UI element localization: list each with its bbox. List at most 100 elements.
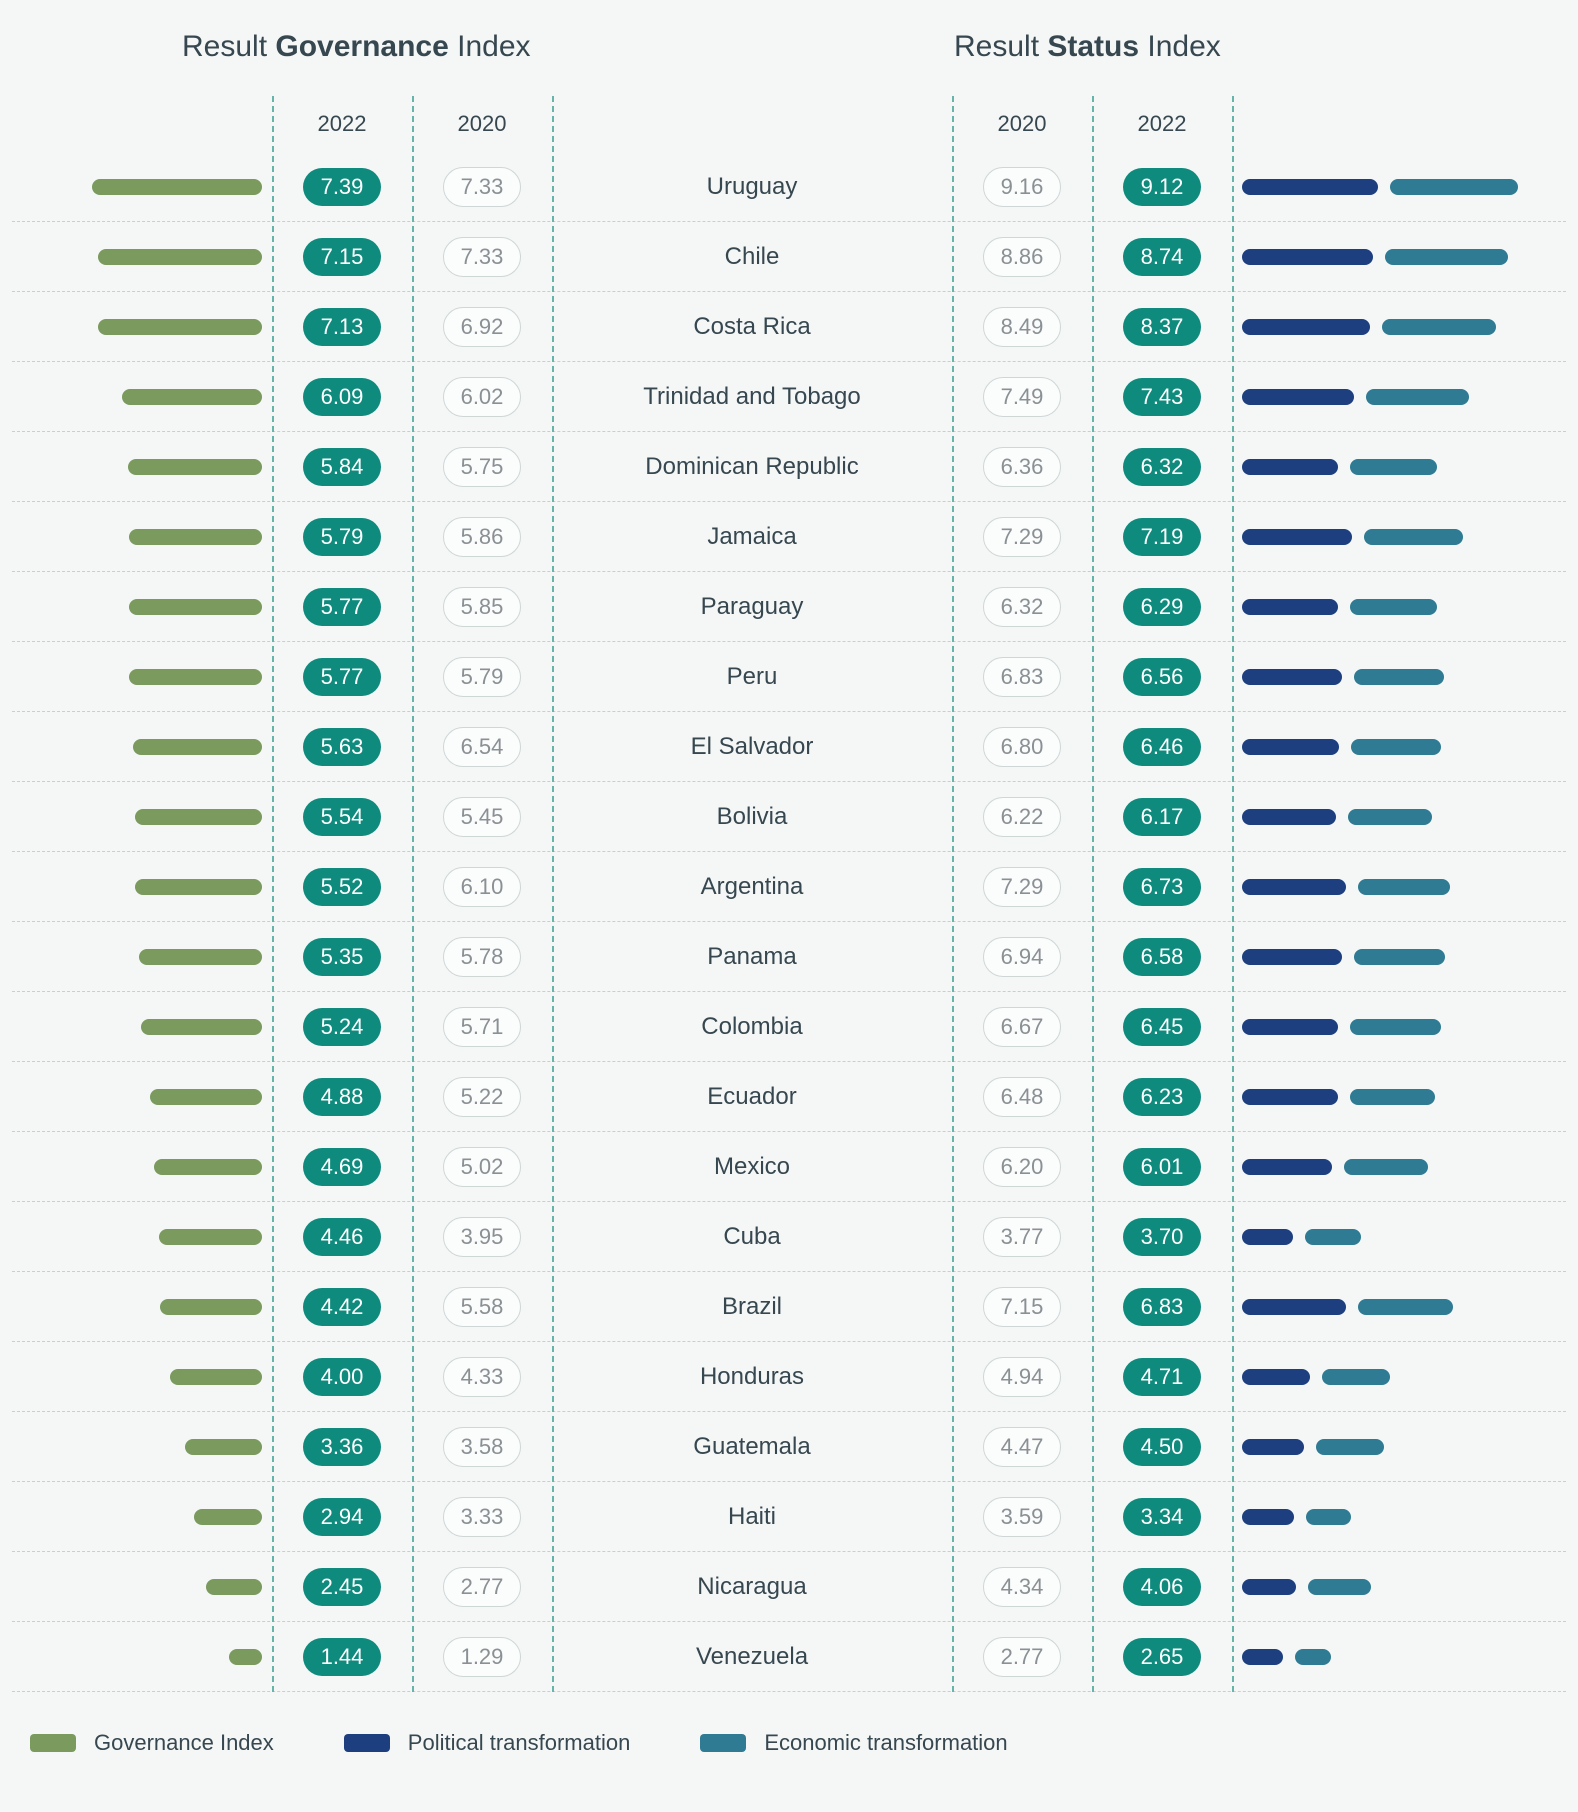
gov-2020-pill: 5.79 bbox=[443, 657, 521, 697]
table-row: 1.441.29Venezuela2.772.65 bbox=[12, 1622, 1566, 1692]
gov-2020-pill: 3.58 bbox=[443, 1427, 521, 1467]
governance-bar bbox=[128, 459, 262, 475]
stat-2022-pill: 6.29 bbox=[1123, 588, 1201, 626]
country-name: Panama bbox=[552, 943, 952, 971]
governance-bar bbox=[141, 1019, 262, 1035]
gov-2022-pill: 4.42 bbox=[303, 1288, 381, 1326]
political-bar bbox=[1242, 1229, 1293, 1245]
political-bar bbox=[1242, 1369, 1310, 1385]
economic-bar bbox=[1385, 249, 1508, 265]
country-name: Cuba bbox=[552, 1223, 952, 1251]
political-bar bbox=[1242, 739, 1339, 755]
gov-2022-pill: 4.00 bbox=[303, 1358, 381, 1396]
stat-2022-pill: 3.70 bbox=[1123, 1218, 1201, 1256]
stat-2020-pill: 2.77 bbox=[983, 1637, 1061, 1677]
gov-2020-pill: 5.02 bbox=[443, 1147, 521, 1187]
gov-2020-pill: 3.95 bbox=[443, 1217, 521, 1257]
table-row: 5.245.71Colombia6.676.45 bbox=[12, 992, 1566, 1062]
country-name: Argentina bbox=[552, 873, 952, 901]
governance-bar bbox=[139, 949, 262, 965]
gov-2020-pill: 5.86 bbox=[443, 517, 521, 557]
political-bar bbox=[1242, 879, 1346, 895]
gov-2020-pill: 5.45 bbox=[443, 797, 521, 837]
legend-label: Economic transformation bbox=[764, 1730, 1007, 1756]
political-bar bbox=[1242, 809, 1336, 825]
stat-2022-pill: 4.50 bbox=[1123, 1428, 1201, 1466]
table-row: 4.695.02Mexico6.206.01 bbox=[12, 1132, 1566, 1202]
stat-2020-pill: 6.48 bbox=[983, 1077, 1061, 1117]
economic-bar bbox=[1354, 669, 1444, 685]
stat-2022-pill: 2.65 bbox=[1123, 1638, 1201, 1676]
stat-2020-pill: 4.94 bbox=[983, 1357, 1061, 1397]
gov-2022-pill: 7.15 bbox=[303, 238, 381, 276]
stat-2022-pill: 6.23 bbox=[1123, 1078, 1201, 1116]
political-bar bbox=[1242, 389, 1354, 405]
stat-2022-pill: 6.46 bbox=[1123, 728, 1201, 766]
gov-2020-pill: 2.77 bbox=[443, 1567, 521, 1607]
gov-2022-pill: 4.69 bbox=[303, 1148, 381, 1186]
political-bar bbox=[1242, 529, 1352, 545]
stat-2022-pill: 3.34 bbox=[1123, 1498, 1201, 1536]
country-name: Dominican Republic bbox=[552, 453, 952, 481]
title-suffix: Index bbox=[449, 30, 531, 63]
stat-2022-pill: 6.83 bbox=[1123, 1288, 1201, 1326]
country-name: Jamaica bbox=[552, 523, 952, 551]
gov-2022-pill: 2.45 bbox=[303, 1568, 381, 1606]
stat-2020-pill: 6.67 bbox=[983, 1007, 1061, 1047]
gov-2020-pill: 5.22 bbox=[443, 1077, 521, 1117]
governance-bar bbox=[98, 319, 262, 335]
table-row: 6.096.02Trinidad and Tobago7.497.43 bbox=[12, 362, 1566, 432]
gov-2020-pill: 5.75 bbox=[443, 447, 521, 487]
table-row: 5.845.75Dominican Republic6.366.32 bbox=[12, 432, 1566, 502]
gov-2022-pill: 1.44 bbox=[303, 1638, 381, 1676]
governance-bar bbox=[194, 1509, 262, 1525]
country-name: Mexico bbox=[552, 1153, 952, 1181]
stat-2022-pill: 6.73 bbox=[1123, 868, 1201, 906]
title-bold: Governance bbox=[275, 30, 448, 63]
header-row: 2022 2020 2020 2022 bbox=[12, 96, 1566, 152]
gov-2022-pill: 5.84 bbox=[303, 448, 381, 486]
gov-2022-pill: 2.94 bbox=[303, 1498, 381, 1536]
stat-2022-pill: 6.58 bbox=[1123, 938, 1201, 976]
governance-bar bbox=[154, 1159, 262, 1175]
economic-bar bbox=[1366, 389, 1469, 405]
gov-2022-pill: 7.39 bbox=[303, 168, 381, 206]
stat-2022-pill: 6.01 bbox=[1123, 1148, 1201, 1186]
gov-2022-pill: 5.77 bbox=[303, 658, 381, 696]
stat-2020-pill: 6.80 bbox=[983, 727, 1061, 767]
gov-2020-pill: 4.33 bbox=[443, 1357, 521, 1397]
table-row: 5.526.10Argentina7.296.73 bbox=[12, 852, 1566, 922]
governance-bar bbox=[92, 179, 262, 195]
stat-2022-pill: 6.56 bbox=[1123, 658, 1201, 696]
stat-2020-pill: 9.16 bbox=[983, 167, 1061, 207]
gov-2020-pill: 5.58 bbox=[443, 1287, 521, 1327]
economic-bar bbox=[1350, 459, 1437, 475]
table-row: 3.363.58Guatemala4.474.50 bbox=[12, 1412, 1566, 1482]
gov-2020-pill: 6.54 bbox=[443, 727, 521, 767]
country-name: Honduras bbox=[552, 1363, 952, 1391]
political-bar bbox=[1242, 319, 1370, 335]
political-bar bbox=[1242, 1019, 1338, 1035]
stat-2022-pill: 7.43 bbox=[1123, 378, 1201, 416]
political-bar bbox=[1242, 599, 1338, 615]
country-name: Brazil bbox=[552, 1293, 952, 1321]
gov-2020-pill: 1.29 bbox=[443, 1637, 521, 1677]
country-name: El Salvador bbox=[552, 733, 952, 761]
stat-2022-pill: 8.74 bbox=[1123, 238, 1201, 276]
swatch-political bbox=[344, 1734, 390, 1752]
gov-2020-pill: 6.92 bbox=[443, 307, 521, 347]
table-row: 5.795.86Jamaica7.297.19 bbox=[12, 502, 1566, 572]
economic-bar bbox=[1358, 1299, 1452, 1315]
political-bar bbox=[1242, 1579, 1296, 1595]
stat-2020-pill: 6.94 bbox=[983, 937, 1061, 977]
gov-2020-pill: 3.33 bbox=[443, 1497, 521, 1537]
stat-2020-pill: 3.59 bbox=[983, 1497, 1061, 1537]
title-prefix: Result bbox=[954, 30, 1047, 63]
country-name: Peru bbox=[552, 663, 952, 691]
gov-2022-pill: 5.79 bbox=[303, 518, 381, 556]
table-row: 2.943.33Haiti3.593.34 bbox=[12, 1482, 1566, 1552]
title-prefix: Result bbox=[182, 30, 275, 63]
political-bar bbox=[1242, 949, 1342, 965]
governance-bar bbox=[135, 879, 262, 895]
governance-bar bbox=[129, 599, 262, 615]
